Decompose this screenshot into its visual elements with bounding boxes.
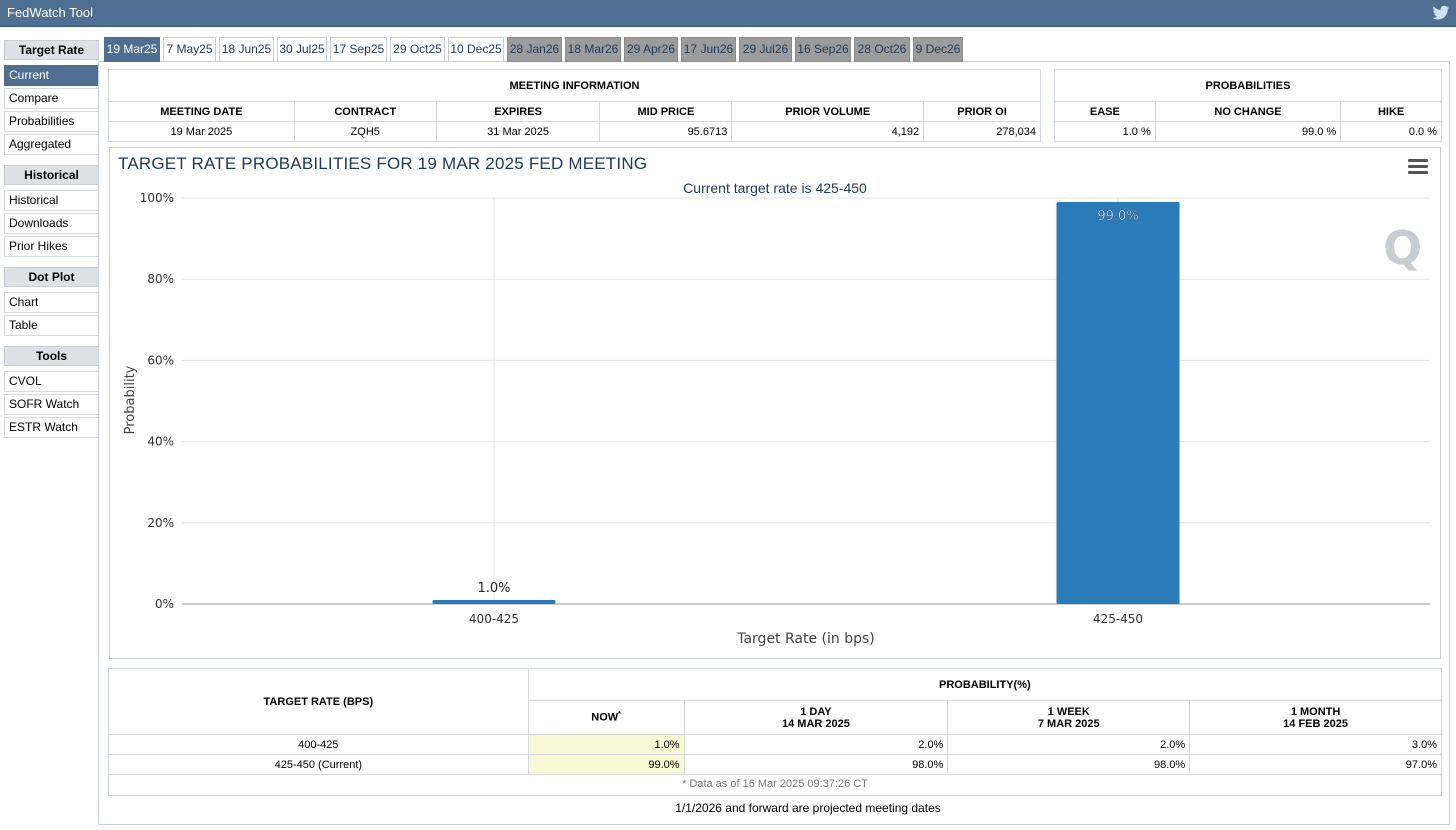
data-label: 99.0% [1097,209,1138,224]
meeting-date-value: 19 Mar 2025 [108,121,295,142]
table-row: 400-425 1.0% 2.0% 2.0% 3.0% [108,734,1442,755]
tab-29-oct25[interactable]: 29 Oct25 [390,37,445,62]
probability-chart: 0% 20% 40% 60% 80% 100% 400-425 1.0% 425-450 99.0… [123,191,1430,647]
app-titlebar: FedWatch Tool [0,0,1456,27]
tab-18-jun25[interactable]: 18 Jun25 [219,37,274,62]
probabilities-heading: PROBABILITIES [1054,69,1442,102]
meeting-info-table: MEETING INFORMATION MEETING DATE CONTRAC… [108,69,1041,142]
one-day-cell: 98.0% [683,754,949,775]
sidebar-item-downloads[interactable]: Downloads [4,213,99,234]
bar-425-450[interactable] [1056,202,1180,604]
probabilities-table: PROBABILITIES EASE NO CHANGE HIKE 1.0 % … [1054,69,1442,142]
x-tick-label: 425-450 [1093,612,1143,626]
sidebar-heading-target-rate: Target Rate [4,40,99,60]
y-tick-label: 80% [147,272,174,286]
prior-volume-value: 4,192 [731,121,925,142]
now-cell: 1.0% [527,734,685,755]
hike-value: 0.0 % [1340,121,1442,142]
bar-400-425[interactable] [432,599,556,604]
projected-dates-note: 1/1/2026 and forward are projected meeti… [675,801,941,815]
probability-table: TARGET RATE (BPS) PROBABILITY(%) NOW* 1 … [108,668,1443,775]
tab-17-jun26[interactable]: 17 Jun26 [681,37,736,62]
contract-value: ZQH5 [293,121,437,142]
one-day-cell: 2.0% [683,734,949,755]
y-tick-label: 60% [147,353,174,367]
rate-cell: 425-450 (Current) [108,754,529,775]
one-month-cell: 97.0% [1189,754,1442,775]
sidebar-item-chart[interactable]: Chart [4,292,99,313]
col-probability: PROBABILITY(%) [527,668,1443,701]
one-month-cell: 3.0% [1189,734,1442,755]
y-tick-label: 20% [147,516,174,530]
sidebar-item-aggregated[interactable]: Aggregated [4,134,99,155]
y-tick-label: 40% [147,435,174,449]
col-now: NOW* [527,700,685,735]
col-expires: EXPIRES [435,101,601,122]
tab-28-jan26[interactable]: 28 Jan26 [507,37,562,62]
ease-value: 1.0 % [1054,121,1156,142]
tab-19-mar25[interactable]: 19 Mar25 [104,37,160,62]
chart-subtitle: Current target rate is 425-450 [683,180,867,196]
col-target-rate: TARGET RATE (BPS) [108,668,529,735]
sidebar-heading-dot-plot: Dot Plot [4,267,99,287]
rate-cell: 400-425 [108,734,529,755]
chart-labels: 0% 20% 40% 60% 80% 100% 400-425 1.0% 425-450 99.0… [140,191,1143,626]
tab-29-apr26[interactable]: 29 Apr26 [624,37,678,62]
tab-28-oct26[interactable]: 28 Oct26 [854,37,910,62]
y-tick-label: 0% [155,597,174,611]
col-meeting-date: MEETING DATE [108,101,295,122]
tab-9-dec26[interactable]: 9 Dec26 [913,37,963,62]
col-contract: CONTRACT [293,101,437,122]
col-prior-volume: PRIOR VOLUME [731,101,925,122]
mid-price-value: 95.6713 [599,121,733,142]
now-cell: 99.0% [527,754,685,775]
expires-value: 31 Mar 2025 [435,121,601,142]
tab-29-jul26[interactable]: 29 Jul26 [739,37,792,62]
prior-oi-value: 278,034 [923,121,1041,142]
chart-watermark-q: Q [1383,221,1422,275]
chart-bars [432,202,1180,604]
app-title: FedWatch Tool [7,5,93,20]
sidebar-item-prior-hikes[interactable]: Prior Hikes [4,236,99,257]
one-week-cell: 2.0% [947,734,1191,755]
chart-menu-icon[interactable] [1408,159,1428,175]
col-no-change: NO CHANGE [1154,101,1342,122]
col-1-week: 1 WEEK 7 MAR 2025 [947,700,1191,735]
col-1-day: 1 DAY 14 MAR 2025 [683,700,949,735]
x-axis-label: Target Rate (in bps) [736,631,875,647]
tab-18-mar26[interactable]: 18 Mar26 [565,37,621,62]
table-row: 425-450 (Current) 99.0% 98.0% 98.0% 97.0… [108,754,1442,775]
sidebar-item-historical[interactable]: Historical [4,190,99,211]
chart-panel [109,147,1441,659]
sidebar-item-sofr-watch[interactable]: SOFR Watch [4,394,99,415]
tab-17-sep25[interactable]: 17 Sep25 [330,37,387,62]
no-change-value: 99.0 % [1154,121,1342,142]
tab-16-sep26[interactable]: 16 Sep26 [795,37,851,62]
chart-grid [182,197,1430,605]
data-label: 1.0% [477,581,510,596]
col-1-month: 1 MONTH 14 FEB 2025 [1189,700,1442,735]
x-tick-label: 400-425 [469,612,519,626]
y-tick-label: 100% [140,191,174,205]
sidebar-item-estr-watch[interactable]: ESTR Watch [4,417,99,438]
one-week-cell: 98.0% [947,754,1191,775]
tab-7-may25[interactable]: 7 May25 [163,37,216,62]
sidebar-heading-historical: Historical [4,165,99,185]
twitter-icon[interactable] [1432,5,1450,21]
chart-title: TARGET RATE PROBABILITIES FOR 19 MAR 202… [118,154,648,173]
y-axis-label: Probability [123,365,138,434]
tab-10-dec25[interactable]: 10 Dec25 [448,37,504,62]
tab-30-jul25[interactable]: 30 Jul25 [277,37,327,62]
data-timestamp-note: * Data as of 16 Mar 2025 09:37:26 CT [682,778,868,790]
sidebar-item-cvol[interactable]: CVOL [4,371,99,392]
